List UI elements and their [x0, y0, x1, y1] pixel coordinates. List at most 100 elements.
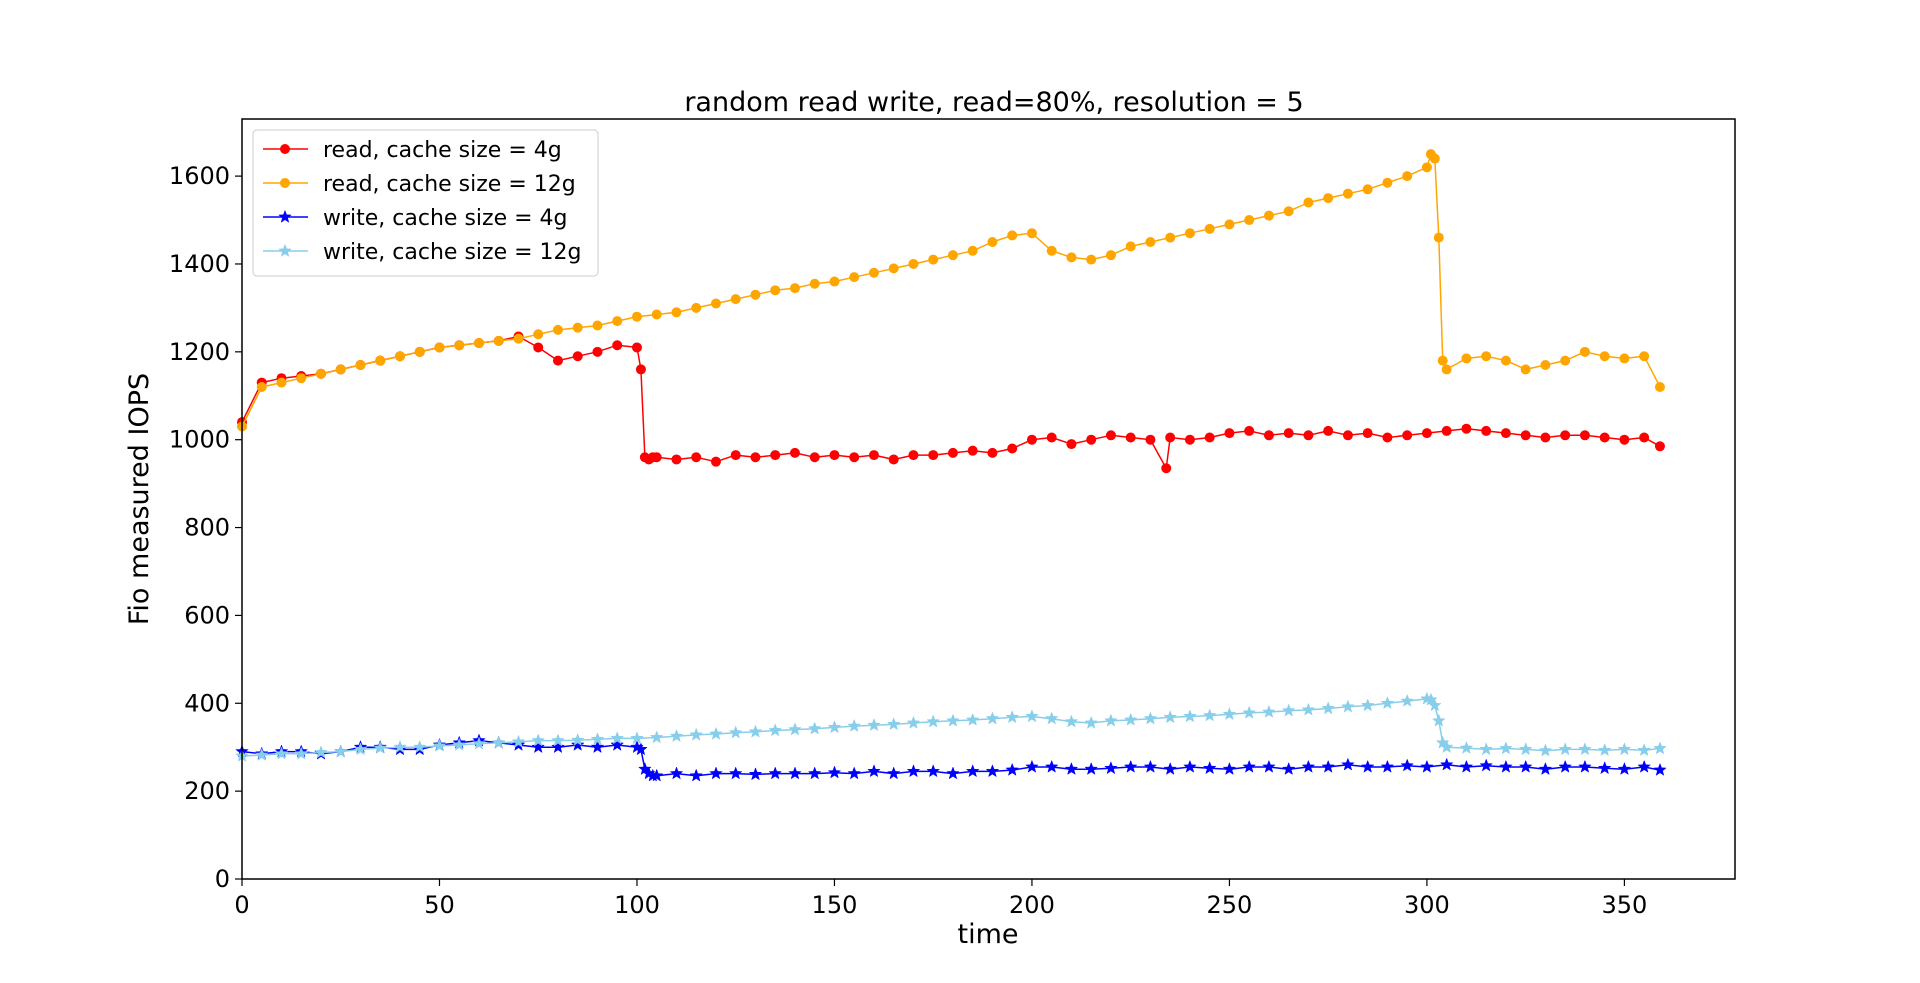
data-point	[1540, 360, 1551, 371]
data-point	[1617, 761, 1632, 775]
y-tick-label: 1200	[169, 338, 230, 366]
data-point	[1086, 254, 1097, 265]
legend-box	[252, 129, 599, 277]
data-point	[868, 450, 879, 461]
data-point	[867, 764, 881, 778]
data-point	[1084, 715, 1099, 729]
data-point	[967, 445, 978, 456]
data-point	[908, 258, 919, 269]
data-point	[946, 766, 960, 780]
data-point	[1163, 710, 1178, 724]
data-point	[1184, 228, 1195, 239]
x-tick-label: 100	[614, 891, 660, 919]
data-point	[1520, 430, 1531, 441]
data-point	[1145, 237, 1156, 248]
data-point	[789, 283, 800, 294]
y-axis-title: Fio measured IOPS	[124, 373, 155, 625]
series-4	[235, 691, 1667, 762]
data-point	[1382, 177, 1393, 188]
data-point	[1538, 743, 1553, 757]
data-point	[1342, 188, 1353, 199]
data-point	[1263, 430, 1274, 441]
data-point	[612, 316, 623, 327]
data-point	[1653, 741, 1667, 755]
data-point	[1518, 759, 1533, 773]
data-point	[1007, 230, 1018, 241]
data-point	[531, 733, 546, 747]
data-point	[1654, 441, 1665, 452]
data-point	[572, 351, 583, 362]
data-point	[1046, 245, 1057, 256]
data-point	[1479, 758, 1493, 772]
data-point	[1125, 241, 1136, 252]
data-point	[353, 742, 368, 756]
data-point	[1420, 759, 1434, 773]
data-point	[770, 285, 781, 296]
data-point	[592, 346, 603, 357]
legend-item: write, cache size = 4g	[263, 206, 567, 231]
data-point	[908, 450, 919, 461]
chart-title: random read write, read=80%, resolution …	[684, 87, 1303, 118]
legend-marker	[280, 144, 290, 154]
data-point	[1323, 193, 1334, 204]
data-point	[926, 714, 941, 728]
data-point	[533, 329, 544, 340]
data-point	[829, 276, 840, 287]
data-point	[570, 732, 585, 746]
data-point	[689, 727, 704, 741]
data-point	[1163, 761, 1178, 775]
data-point	[551, 733, 565, 747]
data-point	[1560, 355, 1571, 366]
data-point	[1558, 742, 1572, 756]
data-point	[296, 373, 307, 384]
data-point	[807, 721, 822, 735]
data-point	[1084, 761, 1099, 775]
data-point	[770, 450, 781, 461]
data-point	[906, 715, 921, 729]
data-point	[789, 447, 800, 458]
data-point	[748, 767, 763, 781]
data-point	[1066, 252, 1077, 263]
data-point	[928, 450, 939, 461]
data-point	[1281, 761, 1296, 775]
data-point	[1026, 228, 1037, 239]
data-point	[669, 766, 684, 780]
data-point	[689, 768, 704, 782]
plot-area-frame	[241, 118, 1736, 880]
data-point	[1301, 702, 1316, 716]
data-point	[748, 724, 763, 738]
data-point	[1283, 206, 1294, 217]
data-point	[671, 454, 682, 465]
data-point	[552, 355, 563, 366]
data-point	[1341, 757, 1355, 771]
data-point	[452, 737, 467, 751]
data-point	[1429, 153, 1440, 164]
data-point	[965, 712, 980, 726]
x-tick-label: 300	[1404, 891, 1450, 919]
data-point	[1441, 425, 1452, 436]
data-point	[1204, 432, 1215, 443]
data-point	[926, 764, 941, 778]
data-point	[473, 338, 484, 349]
data-point	[886, 766, 901, 780]
x-tick-label: 200	[1009, 891, 1055, 919]
data-point	[1026, 434, 1037, 445]
data-point	[491, 735, 506, 749]
data-point	[906, 764, 921, 778]
data-point	[1520, 364, 1531, 375]
data-point	[274, 746, 289, 760]
data-point	[551, 739, 565, 754]
data-point	[1064, 761, 1079, 775]
data-point	[1538, 761, 1553, 775]
data-point	[669, 728, 684, 743]
legend-marker	[278, 209, 292, 223]
y-tick-label: 1600	[169, 162, 230, 190]
data-point	[827, 765, 842, 779]
y-axis: 0 200 400 600 800 1000 1200 1400 1600	[169, 162, 242, 893]
data-point	[1204, 223, 1215, 234]
data-point	[651, 452, 662, 463]
x-tick-label: 350	[1602, 891, 1648, 919]
data-point	[1105, 430, 1116, 441]
data-point	[671, 307, 682, 318]
series-layer	[235, 149, 1667, 782]
